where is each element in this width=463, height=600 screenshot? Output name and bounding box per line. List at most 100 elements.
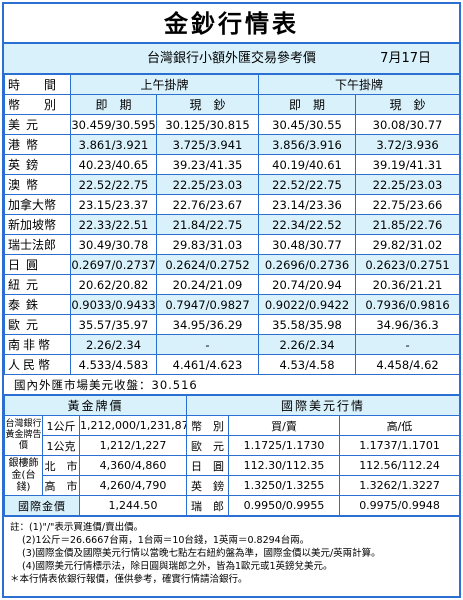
- usd-header: 國際美元行情: [186, 395, 461, 416]
- usd-high-low: 1.3262/1.3227: [339, 475, 461, 496]
- am-spot-rate: 30.459/30.595: [70, 114, 157, 135]
- fx-row: 南非幣 2.26/2.34-2.26/2.34-: [4, 334, 461, 355]
- pm-cash-rate: 0.2623/0.2751: [355, 254, 461, 275]
- currency-name: 泰銖: [4, 294, 71, 315]
- gold-usd-table: 黃金牌價 國際美元行情 台灣銀行黃金牌告價 1公斤 1,212,000/1,23…: [3, 395, 461, 516]
- fx-row: 日圓 0.2697/0.2737 0.2624/0.2752 0.2696/0.273…: [4, 254, 461, 275]
- pm-cash-rate: 4.458/4.62: [355, 354, 461, 375]
- footnotes: 註：(1)"/"表示買進價/賣出價。 (2)1公斤＝26.6667台兩，1台兩＝…: [4, 516, 459, 586]
- pm-spot-rate: 4.53/4.58: [258, 354, 357, 375]
- currency-name: 澳幣: [4, 174, 71, 195]
- fx-row: 美元 30.459/30.595 30.125/30.815 30.45/30.55 3…: [4, 114, 461, 135]
- fx-subheader-row: 幣 別 即 期 現 鈔 即 期 現 鈔: [4, 94, 461, 115]
- am-cash-rate: 4.461/4.623: [155, 354, 260, 375]
- pm-cash-rate: 21.85/22.76: [355, 214, 461, 235]
- am-spot-rate: 40.23/40.65: [70, 154, 157, 175]
- fx-row: 紐元 20.62/20.82 20.24/21.09 20.74/20.94 20.36…: [4, 274, 461, 295]
- subtitle: 台灣銀行小額外匯交易參考價: [146, 51, 316, 66]
- am-cash-label: 現 鈔: [155, 94, 260, 115]
- ingot-price: 4,260/4,790: [78, 475, 188, 496]
- am-spot-rate: 23.15/23.37: [70, 194, 157, 215]
- bank-gold-label: 台灣銀行黃金牌告價: [4, 415, 43, 456]
- am-cash-rate: 21.84/22.75: [155, 214, 260, 235]
- fx-row: 港幣 3.861/3.921 3.725/3.941 3.856/3.916 3.72/…: [4, 134, 461, 155]
- am-cash-rate: 29.83/31.03: [155, 234, 260, 255]
- currency-name: 歐元: [4, 314, 71, 335]
- currency-name: 日圓: [4, 254, 71, 275]
- am-cash-rate: 0.7947/0.9827: [155, 294, 260, 315]
- usd-bid-ask: 1.3250/1.3255: [228, 475, 341, 496]
- pm-cash-rate: 39.19/41.31: [355, 154, 461, 175]
- currency-name: 港幣: [4, 134, 71, 155]
- usd-bid-ask: 0.9950/0.9955: [228, 495, 341, 516]
- fx-row: 澳幣 22.52/22.75 22.25/23.03 22.52/22.75 22.25…: [4, 174, 461, 195]
- bottom-header-row: 黃金牌價 國際美元行情: [3, 395, 461, 416]
- bottom-row-1: 台灣銀行黃金牌告價 1公斤 1,212,000/1,231,870 幣 別 買/…: [4, 415, 461, 456]
- pm-cash-rate: 34.96/36.3: [355, 314, 461, 335]
- pm-spot-rate: 0.9022/0.9422: [258, 294, 357, 315]
- am-cash-rate: 20.24/21.09: [155, 274, 260, 295]
- pm-cash-rate: 22.75/23.66: [355, 194, 461, 215]
- am-cash-rate: -: [155, 334, 260, 355]
- pm-label: 下午掛牌: [258, 74, 461, 95]
- fx-table: 時 間 上午掛牌 下午掛牌 幣 別 即 期 現 鈔 即 期 現 鈔 美元 30.4…: [4, 74, 461, 375]
- footnote: (3)國際金價及國際美元行情以當晚七點左右紐約盤為準，國際金價以美元/英兩計算。: [22, 548, 381, 559]
- pm-spot-rate: 22.34/22.52: [258, 214, 357, 235]
- currency-name: 英鎊: [4, 154, 71, 175]
- am-spot-rate: 2.26/2.34: [70, 334, 157, 355]
- pm-cash-rate: 0.7936/0.9816: [355, 294, 461, 315]
- am-spot-rate: 0.9033/0.9433: [70, 294, 157, 315]
- time-label: 時 間: [4, 74, 71, 95]
- usd-highlow-label: 高/低: [339, 415, 461, 436]
- currency-name: 新加坡幣: [4, 214, 71, 235]
- gold-unit: 1公克: [42, 435, 80, 456]
- pm-spot-rate: 22.52/22.75: [258, 174, 357, 195]
- pm-spot-rate: 40.19/40.61: [258, 154, 357, 175]
- gold-price: 1,212/1,227: [78, 435, 188, 456]
- pm-spot-rate: 3.856/3.916: [258, 134, 357, 155]
- intl-gold-label: 國際金價: [4, 495, 80, 516]
- am-cash-rate: 3.725/3.941: [155, 134, 260, 155]
- am-cash-rate: 30.125/30.815: [155, 114, 260, 135]
- pm-cash-rate: -: [355, 334, 461, 355]
- pm-spot-rate: 35.58/35.98: [258, 314, 357, 335]
- pm-spot-rate: 0.2696/0.2736: [258, 254, 357, 275]
- intl-gold-price: 1,244.50: [78, 495, 188, 516]
- pm-cash-rate: 3.72/3.936: [355, 134, 461, 155]
- pm-cash-rate: 20.36/21.21: [355, 274, 461, 295]
- usd-currency-label: 幣 別: [186, 415, 230, 436]
- footnote: 註：(1)"/"表示買進價/賣出價。: [10, 522, 144, 533]
- pm-spot-rate: 30.45/30.55: [258, 114, 357, 135]
- am-label: 上午掛牌: [69, 74, 260, 95]
- gold-header: 黃金牌價: [3, 395, 188, 416]
- usd-high-low: 112.56/112.24: [339, 455, 461, 476]
- fx-row: 瑞士法郎 30.49/30.78 29.83/31.03 30.48/30.77 29.…: [4, 234, 461, 255]
- footnote: ＊本行情表依銀行報價，僅供參考，確實行情請洽銀行。: [10, 574, 248, 585]
- pm-spot-rate: 30.48/30.77: [258, 234, 357, 255]
- pm-cash-rate: 22.25/23.03: [355, 174, 461, 195]
- fx-row: 泰銖 0.9033/0.9433 0.7947/0.9827 0.9022/0.942…: [4, 294, 461, 315]
- ingot-city: 北 市: [42, 455, 80, 476]
- am-cash-rate: 39.23/41.35: [155, 154, 260, 175]
- am-spot-rate: 0.2697/0.2737: [70, 254, 157, 275]
- usd-currency: 日 圓: [186, 455, 230, 476]
- footnote: (4)國際美元行情標示法，除日圓與瑞郎之外，皆為1歐元或1英鎊兌美元。: [22, 561, 333, 572]
- usd-bid-ask: 1.1725/1.1730: [228, 435, 341, 456]
- fx-row: 新加坡幣 22.33/22.51 21.84/22.75 22.34/22.52 21.…: [4, 214, 461, 235]
- usd-bid-ask: 112.30/112.35: [228, 455, 341, 476]
- am-spot-rate: 20.62/20.82: [70, 274, 157, 295]
- domestic-close: 國內外匯市場美元收盤：30.516: [4, 375, 459, 395]
- am-spot-rate: 30.49/30.78: [70, 234, 157, 255]
- usd-currency: 瑞 郎: [186, 495, 230, 516]
- currency-name: 人民幣: [4, 354, 71, 375]
- usd-buysell-label: 買/賣: [228, 415, 341, 436]
- usd-currency: 歐 元: [186, 435, 230, 456]
- ingot-label: 銀樓飾金(台錢): [4, 455, 43, 496]
- fx-header-row: 時 間 上午掛牌 下午掛牌: [4, 74, 461, 95]
- fx-row: 歐元 35.57/35.97 34.95/36.29 35.58/35.98 34.96…: [4, 314, 461, 335]
- bottom-row-4: 高 市 4,260/4,790 英 鎊 1.3250/1.3255 1.3262…: [5, 475, 461, 496]
- bottom-row-5: 國際金價 1,244.50 瑞 郎 0.9950/0.9955 0.9975/0…: [4, 495, 461, 516]
- currency-name: 紐元: [4, 274, 71, 295]
- am-spot-rate: 22.33/22.51: [70, 214, 157, 235]
